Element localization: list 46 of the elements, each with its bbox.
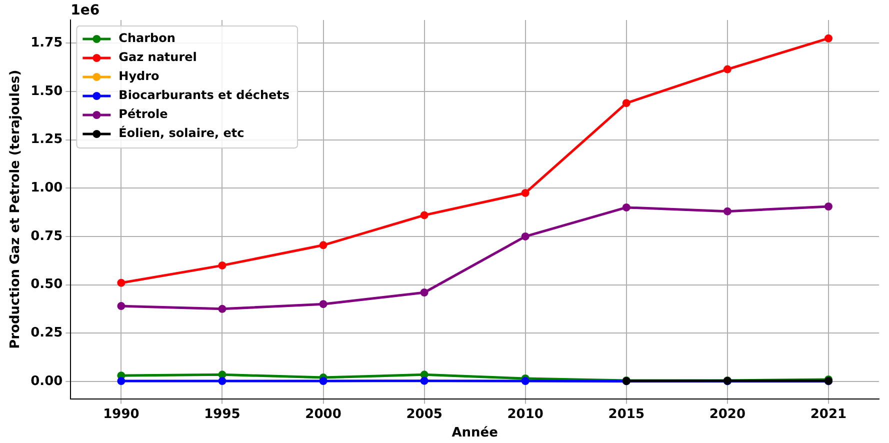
y-tick-label: 1.25 xyxy=(30,132,63,148)
legend-label: Charbon xyxy=(118,31,176,46)
point xyxy=(117,278,126,287)
point xyxy=(218,304,226,313)
point xyxy=(521,188,530,197)
x-tick-label: 2020 xyxy=(709,406,746,422)
point xyxy=(319,241,328,250)
point xyxy=(319,300,328,308)
point xyxy=(622,203,630,212)
y-tick-label: 1.50 xyxy=(30,84,63,99)
point xyxy=(824,34,832,42)
point xyxy=(521,232,530,240)
y-tick-label: 1.00 xyxy=(30,180,63,196)
x-tick-label: 2010 xyxy=(507,406,544,422)
point xyxy=(420,288,428,297)
legend-label: Pétrole xyxy=(118,107,168,122)
legend-label: Éolien, solaire, etc xyxy=(118,125,244,140)
x-axis-title: Année xyxy=(452,426,498,441)
y-tick-label: 0.75 xyxy=(30,228,63,244)
legend-label: Biocarburants et déchets xyxy=(118,88,290,102)
x-tick-label: 1995 xyxy=(204,406,240,422)
y-tick-label: 0.00 xyxy=(30,374,63,389)
text: 1e6 xyxy=(70,2,100,19)
point xyxy=(117,302,126,310)
point xyxy=(420,376,428,385)
y-tick-label: 0.25 xyxy=(30,325,63,340)
x-tick-label: 2021 xyxy=(810,406,847,422)
legend-label: Gaz naturel xyxy=(118,50,197,64)
point xyxy=(521,377,530,386)
point xyxy=(218,377,226,386)
point xyxy=(824,202,832,210)
point xyxy=(420,211,428,220)
x-tick-label: 2015 xyxy=(608,406,644,422)
point xyxy=(117,377,126,386)
y-tick-label: 0.50 xyxy=(30,277,63,292)
point xyxy=(218,261,226,270)
y-tick-label: 1.75 xyxy=(30,36,63,51)
point xyxy=(319,377,328,386)
x-tick-label: 2005 xyxy=(406,406,442,422)
point xyxy=(723,207,732,216)
x-tick-label: 1990 xyxy=(103,406,140,422)
legend-label: Hydro xyxy=(118,69,160,84)
point xyxy=(723,65,732,74)
y-axis-title: Production Gaz et Petrole (terajoules) xyxy=(8,70,24,349)
x-tick-label: 2000 xyxy=(305,406,342,422)
point xyxy=(622,99,630,108)
